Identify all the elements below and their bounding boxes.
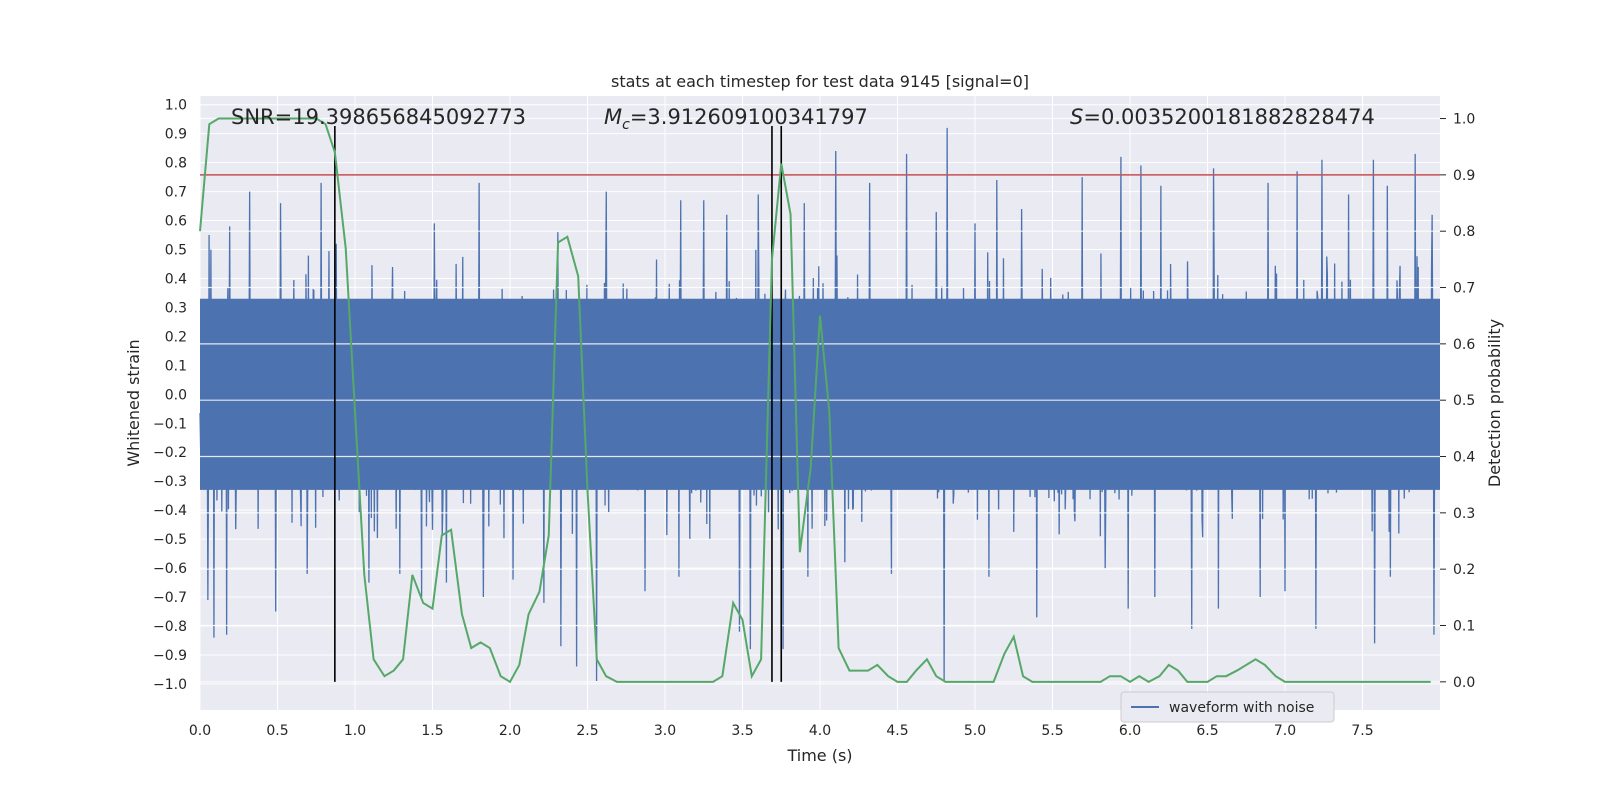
y-tick-label: 0.4 xyxy=(165,271,187,287)
chirp-mass-subscript: c xyxy=(622,117,630,133)
y-tick-label: 0.6 xyxy=(165,214,187,230)
snr-annotation: SNR=19.398656845092773 xyxy=(231,105,526,129)
x-tick-label: 1.0 xyxy=(344,723,366,739)
y-tick-label: 0.8 xyxy=(165,156,187,172)
x-tick-label: 6.0 xyxy=(1119,723,1141,739)
y-tick-label: 0.5 xyxy=(165,243,187,259)
y-tick-label: −0.6 xyxy=(153,561,187,577)
detection-probability-line xyxy=(199,117,1431,684)
x-tick-label: 5.5 xyxy=(1041,723,1063,739)
x-tick-label: 0.0 xyxy=(189,723,211,739)
legend-box xyxy=(1120,691,1335,723)
y-axis-ticks: 1.0 0.9 0.8 0.7 0.6 0.5 0.4 0.3 0.2 0.1 0.0 −0.1 −0.… xyxy=(153,98,187,693)
y2-axis-ticks: 1.0 0.9 0.8 0.7 0.6 0.5 0.4 0.3 0.2 0.1 0.0 xyxy=(1440,112,1475,691)
y2-tick-label: 0.1 xyxy=(1453,619,1475,635)
overlay-lines xyxy=(200,117,1440,683)
chirp-mass-annotation: Mc=3.912609100341797 xyxy=(604,105,868,133)
y2-tick-label: 0.6 xyxy=(1453,337,1475,353)
y2-tick-label: 0.9 xyxy=(1453,168,1475,184)
x-axis-label: Time (s) xyxy=(786,746,852,765)
y2-tick-label: 0.2 xyxy=(1453,562,1475,578)
y2-tick-label: 0.8 xyxy=(1453,224,1475,240)
y-tick-label: 0.7 xyxy=(165,185,187,201)
x-tick-label: 0.5 xyxy=(266,723,288,739)
y-tick-label: −0.4 xyxy=(153,503,187,519)
y-tick-label: 0.1 xyxy=(165,358,187,374)
legend: waveform with noise xyxy=(1120,691,1335,723)
s-statistic-value: =0.0035200181882828474 xyxy=(1083,105,1375,129)
x-tick-label: 5.0 xyxy=(964,723,986,739)
legend-label: waveform with noise xyxy=(1169,700,1314,716)
s-statistic-annotation: S=0.0035200181882828474 xyxy=(1070,105,1375,129)
y-axis-label: Whitened strain xyxy=(124,339,143,466)
y-tick-label: 0.2 xyxy=(165,329,187,345)
y-tick-label: −0.8 xyxy=(153,619,187,635)
y2-tick-label: 0.5 xyxy=(1453,393,1475,409)
y-tick-label: 1.0 xyxy=(165,98,187,114)
y-tick-label: −0.7 xyxy=(153,590,187,606)
x-tick-label: 7.5 xyxy=(1351,723,1373,739)
chart-title: stats at each timestep for test data 914… xyxy=(611,72,1029,91)
y-tick-label: −0.1 xyxy=(153,416,187,432)
chirp-mass-value: =3.912609100341797 xyxy=(630,105,868,129)
chirp-mass-symbol: M xyxy=(604,105,622,129)
y2-axis-label: Detection probability xyxy=(1485,319,1504,487)
y-tick-label: 0.9 xyxy=(165,127,187,143)
x-tick-label: 2.5 xyxy=(576,723,598,739)
s-statistic-symbol: S xyxy=(1070,105,1083,129)
x-tick-label: 4.5 xyxy=(886,723,908,739)
probability-series xyxy=(199,117,1431,684)
y2-tick-label: 0.4 xyxy=(1453,450,1475,466)
x-axis-ticks: 0.0 0.5 1.0 1.5 2.0 2.5 3.0 3.5 4.0 4.5 5.0 5.5 6.0 6… xyxy=(189,723,1374,739)
x-tick-label: 3.0 xyxy=(654,723,676,739)
x-tick-label: 3.5 xyxy=(731,723,753,739)
y-tick-label: 0.0 xyxy=(165,387,187,403)
y-tick-label: −0.9 xyxy=(153,648,187,664)
y2-tick-label: 1.0 xyxy=(1453,112,1475,128)
x-tick-label: 4.0 xyxy=(809,723,831,739)
x-tick-label: 1.5 xyxy=(421,723,443,739)
x-tick-label: 6.5 xyxy=(1196,723,1218,739)
y2-tick-label: 0.7 xyxy=(1453,281,1475,297)
y-tick-label: −1.0 xyxy=(153,677,187,693)
y-tick-label: −0.3 xyxy=(153,474,187,490)
x-tick-label: 2.0 xyxy=(499,723,521,739)
x-tick-label: 7.0 xyxy=(1274,723,1296,739)
y-tick-label: −0.2 xyxy=(153,445,187,461)
y2-tick-label: 0.0 xyxy=(1453,675,1475,691)
y-tick-label: −0.5 xyxy=(153,532,187,548)
y2-tick-label: 0.3 xyxy=(1453,506,1475,522)
y-tick-label: 0.3 xyxy=(165,300,187,316)
